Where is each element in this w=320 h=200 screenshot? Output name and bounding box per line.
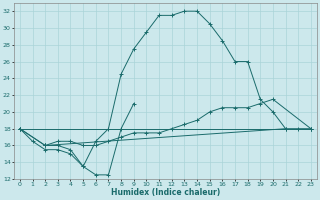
X-axis label: Humidex (Indice chaleur): Humidex (Indice chaleur) <box>111 188 220 197</box>
